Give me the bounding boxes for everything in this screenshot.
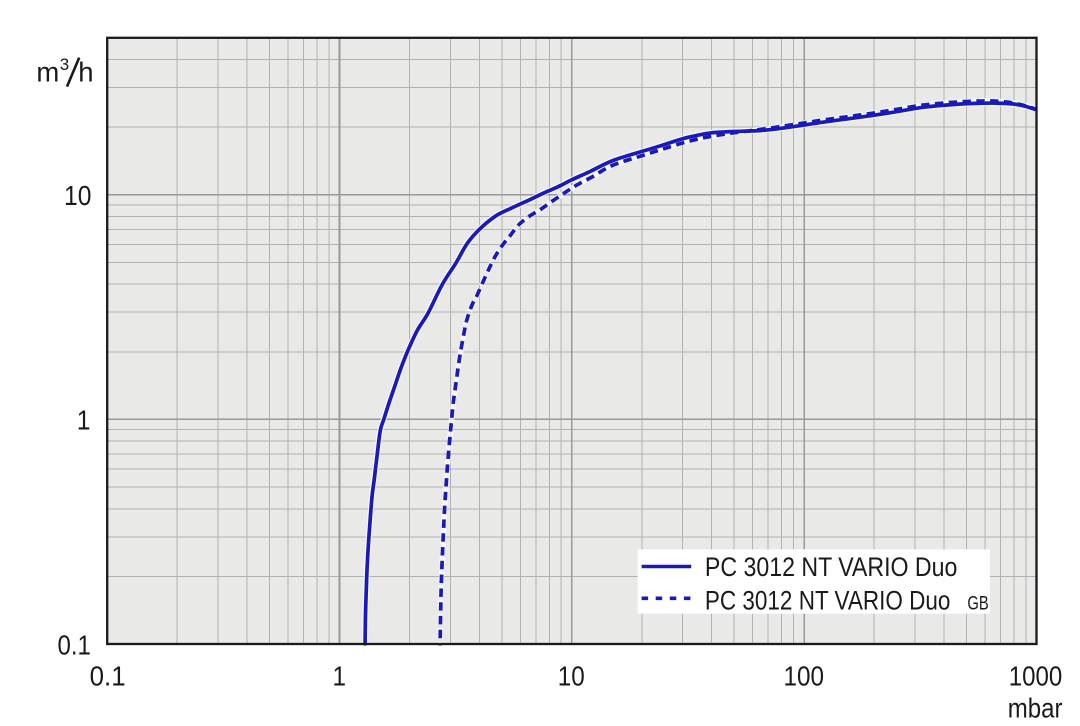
- svg-text:100: 100: [784, 661, 825, 692]
- svg-text:10: 10: [558, 661, 585, 692]
- svg-text:0.1: 0.1: [90, 661, 126, 692]
- svg-text:10: 10: [64, 180, 91, 211]
- svg-text:m: m: [36, 57, 59, 88]
- svg-text:PC 3012 NT VARIO Duo: PC 3012 NT VARIO Duo: [705, 585, 951, 615]
- svg-text:0.1: 0.1: [58, 630, 91, 661]
- svg-text:PC 3012 NT VARIO Duo: PC 3012 NT VARIO Duo: [705, 552, 958, 582]
- svg-text:1: 1: [77, 405, 91, 436]
- svg-text:3: 3: [60, 55, 69, 74]
- svg-text:h: h: [78, 57, 93, 88]
- svg-text:GB: GB: [967, 593, 988, 614]
- svg-text:1: 1: [332, 661, 346, 692]
- svg-text:mbar: mbar: [1008, 693, 1063, 722]
- svg-text:1000: 1000: [1009, 661, 1063, 692]
